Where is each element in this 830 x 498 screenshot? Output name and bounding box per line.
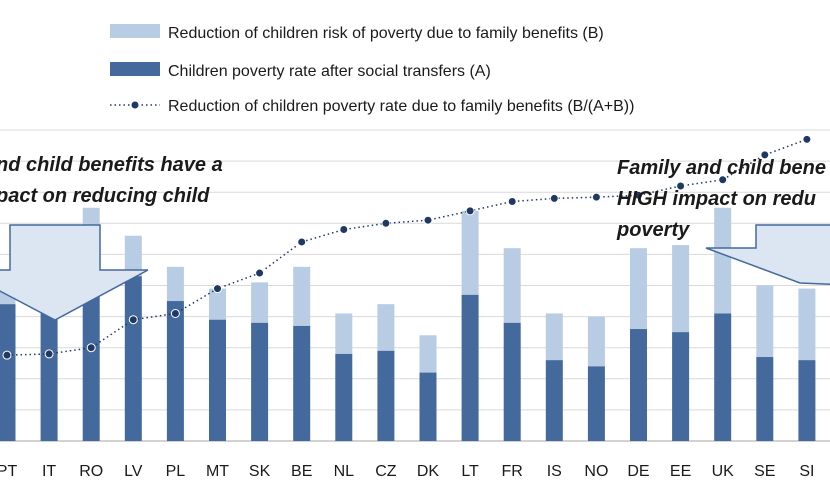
left-down-arrow <box>0 224 149 321</box>
bar-poverty-rate-sk <box>251 322 269 441</box>
bar-reduction-nl <box>335 313 353 354</box>
ratio-point-is <box>549 193 559 203</box>
bars <box>0 207 816 441</box>
x-tick-no: NO <box>584 463 608 480</box>
bar-poverty-rate-lt <box>461 294 479 441</box>
x-tick-mt: MT <box>206 463 229 480</box>
bar-reduction-mt <box>209 288 226 320</box>
left-callout-line-2: pact on reducing child <box>0 185 210 207</box>
bar-poverty-rate-dk <box>419 372 437 441</box>
ratio-point-si <box>802 134 812 144</box>
ratio-point-no <box>591 192 601 202</box>
bar-reduction-de <box>630 248 647 330</box>
right-callout-line-1: Family and child bene <box>617 157 826 179</box>
x-tick-de: DE <box>627 463 649 480</box>
x-tick-pt: PT <box>0 463 17 480</box>
bar-reduction-is <box>545 313 563 361</box>
ratio-point-pt <box>2 350 12 360</box>
x-tick-is: IS <box>547 463 562 480</box>
bar-poverty-rate-nl <box>335 353 353 441</box>
bar-reduction-be <box>293 266 311 326</box>
right-arrow <box>705 224 830 285</box>
bar-reduction-pl <box>166 266 184 302</box>
legend-label-reduction: Reduction of children risk of poverty du… <box>168 25 604 42</box>
bar-poverty-rate-uk <box>714 313 732 441</box>
bar-reduction-lt <box>461 210 479 295</box>
bar-poverty-rate-cz <box>377 350 395 441</box>
x-tick-uk: UK <box>712 463 735 480</box>
ratio-point-sk <box>255 268 265 278</box>
ratio-point-pl <box>170 308 180 318</box>
x-tick-it: IT <box>42 463 56 480</box>
bar-poverty-rate-ee <box>672 332 690 441</box>
x-tick-fr: FR <box>502 463 523 480</box>
ratio-point-de <box>634 190 643 200</box>
ratio-point-cz <box>381 218 391 228</box>
bar-reduction-dk <box>419 335 437 373</box>
bar-reduction-se <box>756 285 774 358</box>
legend: Reduction of children risk of poverty du… <box>110 24 634 115</box>
bar-reduction-uk <box>714 207 732 314</box>
right-callout-line-3: poverty <box>616 219 690 241</box>
x-tick-dk: DK <box>417 463 440 480</box>
bar-reduction-no <box>587 316 605 367</box>
x-tick-cz: CZ <box>375 463 397 480</box>
right-callout: Family and child bene HIGH impact on red… <box>616 157 830 285</box>
x-tick-ee: EE <box>670 463 691 480</box>
bar-reduction-cz <box>377 304 395 351</box>
bar-poverty-rate-mt <box>209 319 226 441</box>
ratio-point-se <box>760 150 770 160</box>
bar-poverty-rate-is <box>545 360 563 441</box>
ratio-point-uk <box>718 175 728 185</box>
legend-label-ratio: Reduction of children poverty rate due t… <box>168 98 634 115</box>
left-callout: nd child benefits have a pact on reducin… <box>0 154 223 321</box>
right-callout-line-2: HIGH impact on redu <box>617 188 816 210</box>
ratio-point-ro <box>86 343 96 353</box>
x-tick-labels: PT IT RO LV PL MT SK BE NL CZ DK LT FR IS NO DE EE UK SE SI <box>0 463 814 480</box>
ratio-point-be <box>297 237 307 247</box>
bar-poverty-rate-be <box>293 325 311 441</box>
ratio-point-nl <box>339 225 349 235</box>
x-tick-se: SE <box>754 463 775 480</box>
bar-reduction-sk <box>251 282 269 323</box>
ratio-point-it <box>44 349 54 359</box>
ratio-point-dk <box>423 215 433 225</box>
bar-poverty-rate-no <box>587 366 605 441</box>
bar-poverty-rate-se <box>756 357 774 441</box>
bar-poverty-rate-si <box>798 360 816 441</box>
x-tick-ro: RO <box>79 463 103 480</box>
ratio-point-ee <box>676 181 686 191</box>
legend-label-poverty-rate: Children poverty rate after social trans… <box>168 63 491 80</box>
bar-reduction-fr <box>503 248 521 323</box>
left-callout-line-1: nd child benefits have a <box>0 154 223 176</box>
bar-reduction-si <box>798 288 816 361</box>
bar-poverty-rate-fr <box>503 322 521 441</box>
x-tick-si: SI <box>799 463 814 480</box>
x-tick-lt: LT <box>461 463 479 480</box>
bar-poverty-rate-de <box>630 329 647 441</box>
bar-poverty-rate-pl <box>166 301 184 441</box>
ratio-point-fr <box>507 197 517 207</box>
ratio-point-lv <box>128 315 138 325</box>
ratio-point-mt <box>213 284 222 294</box>
bar-reduction-lv <box>124 235 142 277</box>
x-tick-pl: PL <box>166 463 186 480</box>
bar-poverty-rate-pt <box>0 304 16 441</box>
bar-reduction-ee <box>672 245 690 333</box>
x-tick-nl: NL <box>334 463 355 480</box>
legend-swatch-reduction <box>110 24 160 38</box>
legend-marker <box>130 100 140 110</box>
ratio-point-lt <box>465 206 475 216</box>
x-tick-sk: SK <box>249 463 271 480</box>
line-series <box>2 134 812 360</box>
bar-poverty-rate-it <box>40 285 58 441</box>
x-tick-be: BE <box>291 463 312 480</box>
legend-swatch-poverty-rate <box>110 62 160 76</box>
x-tick-lv: LV <box>124 463 143 480</box>
bar-poverty-rate-lv <box>124 276 142 441</box>
